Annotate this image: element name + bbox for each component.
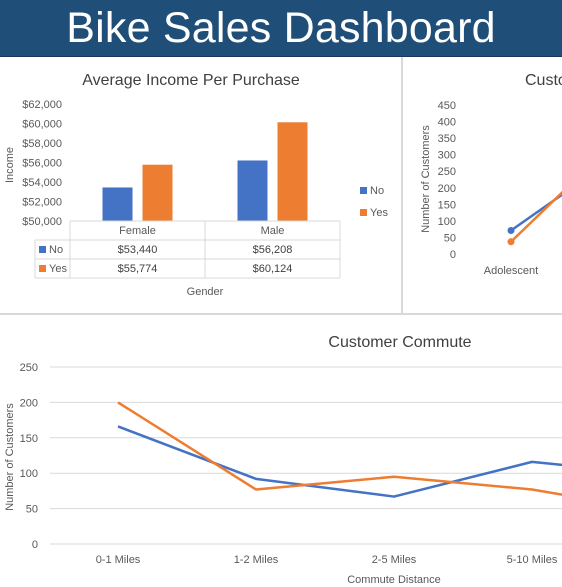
income-chart-title: Average Income Per Purchase [82, 72, 300, 89]
age-y-tick-label: 350 [438, 133, 456, 145]
income-chart-panel[interactable]: Average Income Per Purchase Income Gende… [0, 57, 403, 315]
income-table-key-yes [39, 265, 46, 272]
commute-y-tick-label: 150 [20, 433, 38, 445]
commute-x-tick-label: 5-10 Miles [507, 554, 558, 566]
income-table-value: $53,440 [118, 244, 158, 256]
commute-x-tick-label: 2-5 Miles [372, 554, 417, 566]
commute-chart-title: Customer Commute [328, 334, 471, 351]
income-x-axis-label: Gender [187, 286, 224, 298]
income-legend-label: No [370, 185, 384, 197]
income-legend-label: Yes [370, 207, 388, 219]
age-y-tick-label: 450 [438, 100, 456, 112]
commute-y-tick-label: 200 [20, 397, 38, 409]
age-series-line-no [510, 193, 562, 232]
age-y-tick-label: 250 [438, 166, 456, 178]
commute-y-tick-label: 0 [32, 539, 38, 551]
commute-y-tick-label: 50 [26, 504, 38, 516]
commute-chart-panel[interactable]: Customer Commute Number of Customers Com… [0, 315, 562, 587]
income-y-tick-label: $62,000 [22, 99, 62, 111]
commute-y-tick-label: 250 [20, 362, 38, 374]
income-bar-yes-male [277, 122, 308, 221]
income-legend-key-no [360, 187, 367, 194]
age-point-yes [507, 238, 515, 246]
age-y-tick-label: 100 [438, 216, 456, 228]
age-y-axis-label: Number of Customers [420, 125, 432, 233]
age-y-tick-label: 400 [438, 117, 456, 129]
income-bar-no-male [237, 160, 268, 221]
age-y-tick-label: 300 [438, 150, 456, 162]
income-table-value: $60,124 [253, 263, 293, 275]
age-chart-panel[interactable]: Custo Number of Customers 0 50 100 150 200 25… [403, 57, 562, 315]
income-y-tick-label: $56,000 [22, 158, 62, 170]
income-y-tick-label: $54,000 [22, 177, 62, 189]
commute-chart: Customer Commute Number of Customers Com… [4, 334, 562, 586]
age-chart-title: Custo [525, 72, 562, 89]
commute-x-axis-label: Commute Distance [347, 574, 441, 586]
income-y-tick-label: $58,000 [22, 138, 62, 150]
income-y-tick-label: $60,000 [22, 119, 62, 131]
age-y-tick-label: 0 [450, 249, 456, 261]
income-y-tick-label: $52,000 [22, 197, 62, 209]
commute-x-tick-label: 1-2 Miles [234, 554, 279, 566]
dashboard-banner: Bike Sales Dashboard [0, 0, 562, 57]
income-table-series-label: Yes [49, 263, 67, 275]
income-category-label: Female [119, 225, 156, 237]
age-y-tick-label: 50 [444, 232, 456, 244]
age-series-line-yes [510, 190, 562, 243]
age-y-tick-label: 200 [438, 183, 456, 195]
dashboard-title: Bike Sales Dashboard [66, 4, 496, 52]
age-y-tick-label: 150 [438, 199, 456, 211]
income-y-tick-label: $50,000 [22, 216, 62, 228]
income-legend-key-yes [360, 209, 367, 216]
commute-x-tick-label: 0-1 Miles [96, 554, 141, 566]
income-chart: Average Income Per Purchase Income Gende… [4, 72, 388, 298]
income-category-label: Male [261, 225, 285, 237]
commute-y-tick-label: 100 [20, 468, 38, 480]
income-table-value: $56,208 [253, 244, 293, 256]
age-x-tick-label: Adolescent [484, 265, 538, 277]
income-bar-yes-female [142, 164, 173, 221]
commute-series-line-yes [117, 401, 562, 496]
commute-y-axis-label: Number of Customers [4, 403, 16, 511]
income-bar-no-female [102, 187, 133, 221]
income-table-series-label: No [49, 244, 63, 256]
income-table-key-no [39, 246, 46, 253]
income-table-value: $55,774 [118, 263, 158, 275]
age-point-no [507, 226, 515, 234]
age-chart: Custo Number of Customers 0 50 100 150 200 25… [420, 72, 562, 277]
income-y-axis-label: Income [4, 147, 16, 183]
